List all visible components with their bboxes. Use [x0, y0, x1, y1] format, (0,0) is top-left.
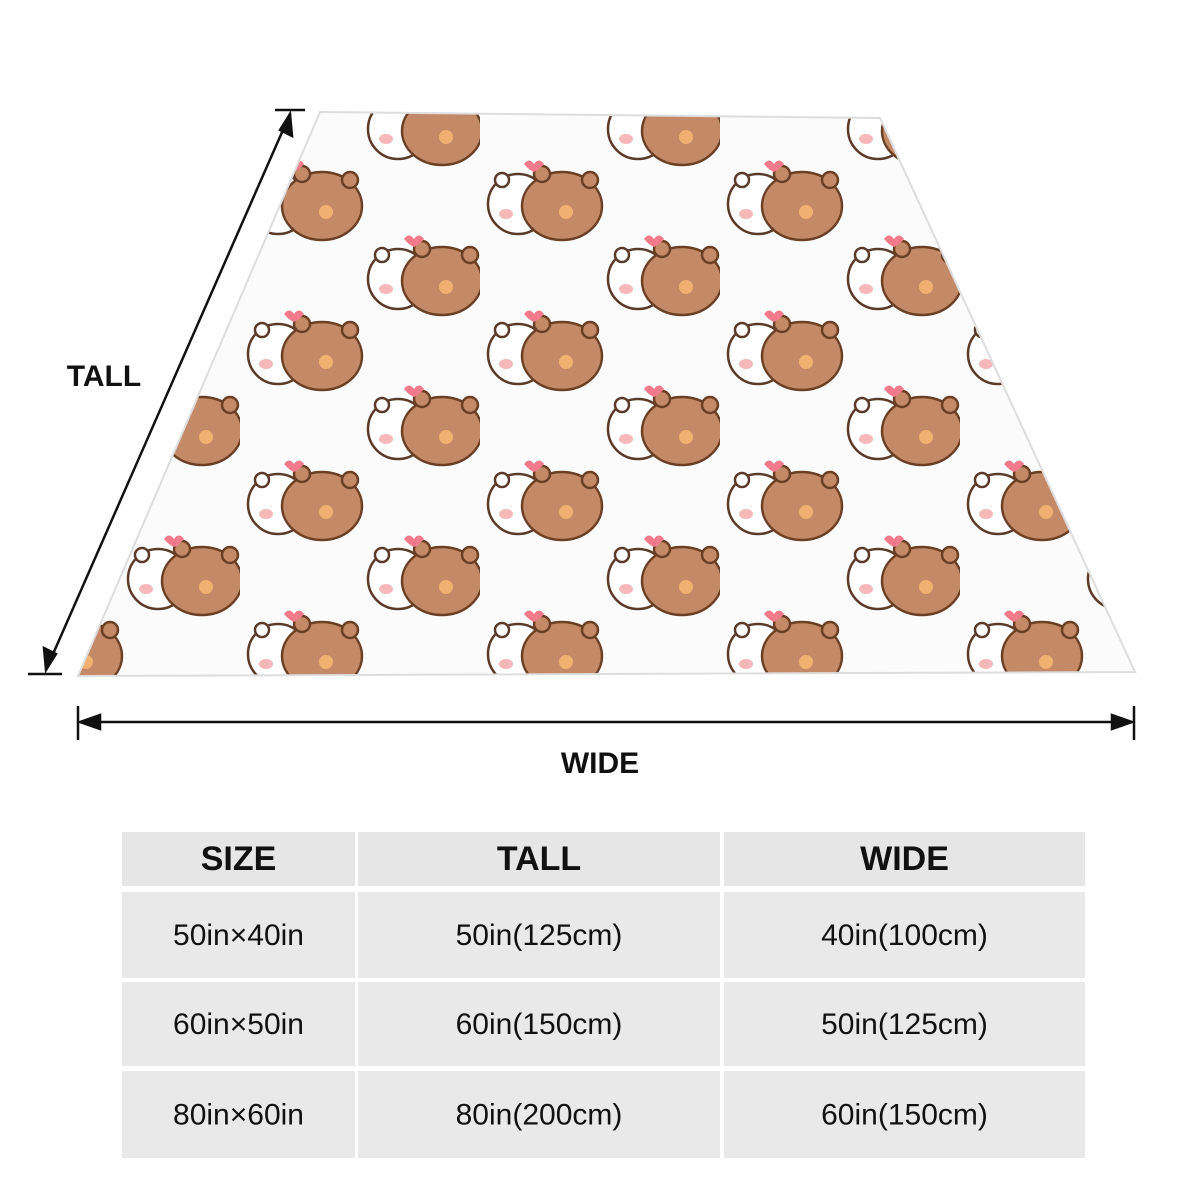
arrow-head — [1110, 713, 1136, 731]
header-text: SIZE — [201, 840, 277, 878]
table-cell — [122, 982, 355, 1066]
table-cell — [358, 892, 720, 978]
table-cell — [358, 982, 720, 1066]
blanket — [76, 110, 1137, 678]
table-cell — [724, 892, 1085, 978]
wide-label: WIDE — [561, 747, 639, 780]
cell-text: 60in×50in — [173, 1008, 304, 1041]
table-cell — [724, 982, 1085, 1066]
cell-text: 50in(125cm) — [821, 1008, 988, 1041]
header-cell — [724, 832, 1085, 886]
header-cell — [122, 832, 355, 886]
arrow-line — [44, 113, 292, 671]
cell-text: 40in(100cm) — [821, 919, 988, 952]
arrow-head — [278, 110, 294, 139]
tall-label: TALL — [67, 360, 141, 393]
table-cell — [358, 1071, 720, 1158]
header-cell — [358, 832, 720, 886]
table-cell — [122, 892, 355, 978]
arrow-head — [76, 713, 102, 731]
header-text: TALL — [497, 840, 581, 878]
table-cell — [724, 1071, 1085, 1158]
cell-text: 80in×60in — [173, 1098, 304, 1131]
cell-text: 50in(125cm) — [456, 919, 623, 952]
tall-arrow — [28, 108, 305, 676]
size-table: SIZE TALL WIDE 50in×40in 50in(125cm) 40in(100… — [122, 832, 1085, 1158]
table-cell — [122, 1071, 355, 1158]
cell-text: 80in(200cm) — [456, 1098, 623, 1131]
cell-text: 60in(150cm) — [456, 1008, 623, 1041]
cell-text: 60in(150cm) — [821, 1098, 988, 1131]
arrow-head — [42, 645, 58, 674]
header-text: WIDE — [860, 840, 949, 878]
wide-arrow — [76, 706, 1136, 740]
cell-text: 50in×40in — [173, 919, 304, 952]
